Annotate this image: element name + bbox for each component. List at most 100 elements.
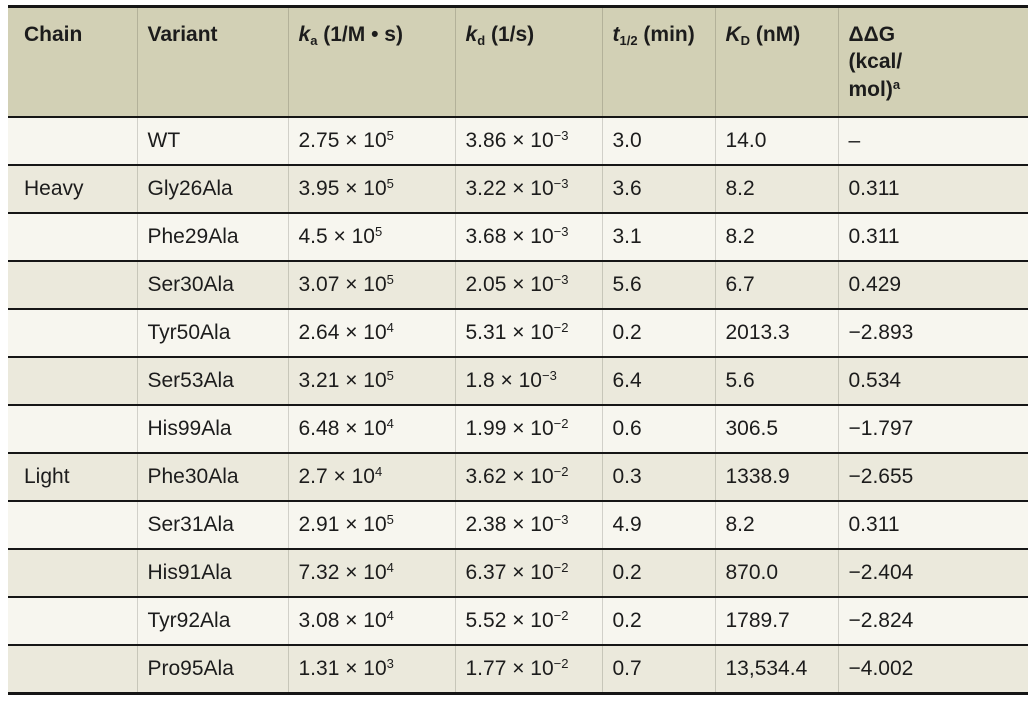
table-row-Ser53Ala: Ser53Ala 3.21 × 105 1.8 × 10−3 6.4 5.6 0.534 [8,357,1028,406]
cell-variant: Tyr92Ala [136,597,288,646]
column-header-variant: Variant [136,6,288,118]
table-body: WT 2.75 × 105 3.86 × 10−3 3.0 14.0– Heavy Gly2… [8,117,1028,695]
cell-chain [8,213,137,262]
exponent: −2 [553,464,569,479]
header-row: Chain Variant ka (1/M • s) kd (1/s) t1/2 (mi… [8,6,1028,118]
cell-thalf: 3.1 [601,213,715,262]
cell-thalf: 0.2 [601,597,715,646]
cell-kD: 13,534.4 [714,645,838,695]
column-header-ddg: ΔΔG (kcal/mol)a [837,6,1028,118]
table-row-Phe29Ala: Phe29Ala 4.5 × 105 3.68 × 10−3 3.1 8.2 0.311 [8,213,1028,262]
cell-kd: 6.37 × 10−2 [454,549,602,598]
exponent: −2 [553,320,569,335]
cell-ddg: −2.404 [837,549,1028,598]
exponent: 5 [374,224,383,239]
cell-kd: 1.8 × 10−3 [454,357,602,406]
table-row-Ser30Ala: Ser30Ala 3.07 × 105 2.05 × 10−3 5.6 6.7 0.429 [8,261,1028,310]
cell-chain [8,501,137,550]
cell-ddg: −2.655 [837,453,1028,502]
cell-variant: Ser53Ala [136,357,288,406]
exponent: 3 [386,656,394,671]
header-label-line: ΔΔG [848,23,896,46]
cell-kd: 5.52 × 10−2 [454,597,602,646]
cell-kd: 3.68 × 10−3 [454,213,602,262]
cell-chain [8,117,137,166]
cell-chain [8,357,137,406]
cell-ddg: 0.534 [837,357,1028,406]
table-row-His91Ala: His91Ala 7.32 × 104 6.37 × 10−2 0.2 870.0 −2.… [8,549,1028,598]
cell-variant: Ser31Ala [136,501,288,550]
exponent: −2 [553,608,569,623]
header-subscript: a [310,33,318,48]
header-symbol: K [725,23,741,46]
cell-thalf: 0.3 [601,453,715,502]
table-row-Tyr92Ala: Tyr92Ala 3.08 × 104 5.52 × 10−2 0.2 1789.7 −2… [8,597,1028,646]
cell-ddg: 0.311 [837,165,1028,214]
cell-chain [8,309,137,358]
cell-kD: 2013.3 [714,309,838,358]
exponent: −2 [553,416,569,431]
header-label-line: mol) [848,77,893,101]
header-symbol: t [612,23,620,46]
exponent: 4 [386,560,394,575]
table-row-Phe30Ala: Light Phe30Ala 2.7 × 104 3.62 × 10−2 0.3 1338… [8,453,1028,502]
exponent: 5 [386,368,394,383]
table-row-WT: WT 2.75 × 105 3.86 × 10−3 3.0 14.0– [8,117,1028,166]
exponent: 4 [386,320,394,335]
cell-thalf: 3.0 [601,117,715,166]
cell-chain [8,261,137,310]
cell-kD: 8.2 [714,501,838,550]
cell-kD: 8.2 [714,165,838,214]
cell-ka: 2.75 × 105 [287,117,455,166]
cell-ka: 3.07 × 105 [287,261,455,310]
cell-kd: 5.31 × 10−2 [454,309,602,358]
header-label: Variant [147,23,218,46]
cell-ddg: – [837,117,1028,166]
exponent: 4 [374,464,383,479]
cell-ddg: −1.797 [837,405,1028,454]
cell-ka: 2.64 × 104 [287,309,455,358]
cell-variant: WT [136,117,288,166]
column-header-ka: ka (1/M • s) [287,6,455,118]
cell-variant: Phe29Ala [136,213,288,262]
table-row-Tyr50Ala: Tyr50Ala 2.64 × 104 5.31 × 10−2 0.2 2013.3 −2… [8,309,1028,358]
header-label: Chain [24,23,83,46]
cell-variant: Gly26Ala [136,165,288,214]
cell-kD: 14.0 [714,117,838,166]
cell-ka: 3.08 × 104 [287,597,455,646]
header-label-line: (kcal/ [848,50,903,74]
cell-thalf: 5.6 [601,261,715,310]
cell-thalf: 0.2 [601,309,715,358]
header-unit: (min) [637,23,695,46]
exponent: −3 [553,272,569,287]
cell-thalf: 0.7 [601,645,715,695]
cell-kD: 8.2 [714,213,838,262]
cell-variant: His91Ala [136,549,288,598]
cell-thalf: 6.4 [601,357,715,406]
cell-thalf: 3.6 [601,165,715,214]
cell-ka: 2.7 × 104 [287,453,455,502]
exponent: −3 [553,512,569,527]
footnote-marker: a [892,76,901,92]
exponent: −2 [553,560,569,575]
kinetics-table: Chain Variant ka (1/M • s) kd (1/s) t1/2 (mi… [8,5,1028,695]
cell-variant: Pro95Ala [136,645,288,695]
exponent: 4 [386,416,394,431]
cell-variant: Phe30Ala [136,453,288,502]
cell-kd: 2.05 × 10−3 [454,261,602,310]
exponent: −3 [553,224,569,239]
cell-kD: 870.0 [714,549,838,598]
table-row-Ser31Ala: Ser31Ala 2.91 × 105 2.38 × 10−3 4.9 8.2 0.311 [8,501,1028,550]
exponent: 5 [386,272,394,287]
exponent: −3 [541,368,557,383]
header-unit: (1/M • s) [317,23,403,46]
cell-ddg: −2.824 [837,597,1028,646]
cell-ddg: −4.002 [837,645,1028,695]
cell-kD: 306.5 [714,405,838,454]
cell-variant: Ser30Ala [136,261,288,310]
cell-thalf: 0.2 [601,549,715,598]
header-subscript: 1/2 [619,33,638,48]
cell-kD: 6.7 [714,261,838,310]
cell-ka: 6.48 × 104 [287,405,455,454]
